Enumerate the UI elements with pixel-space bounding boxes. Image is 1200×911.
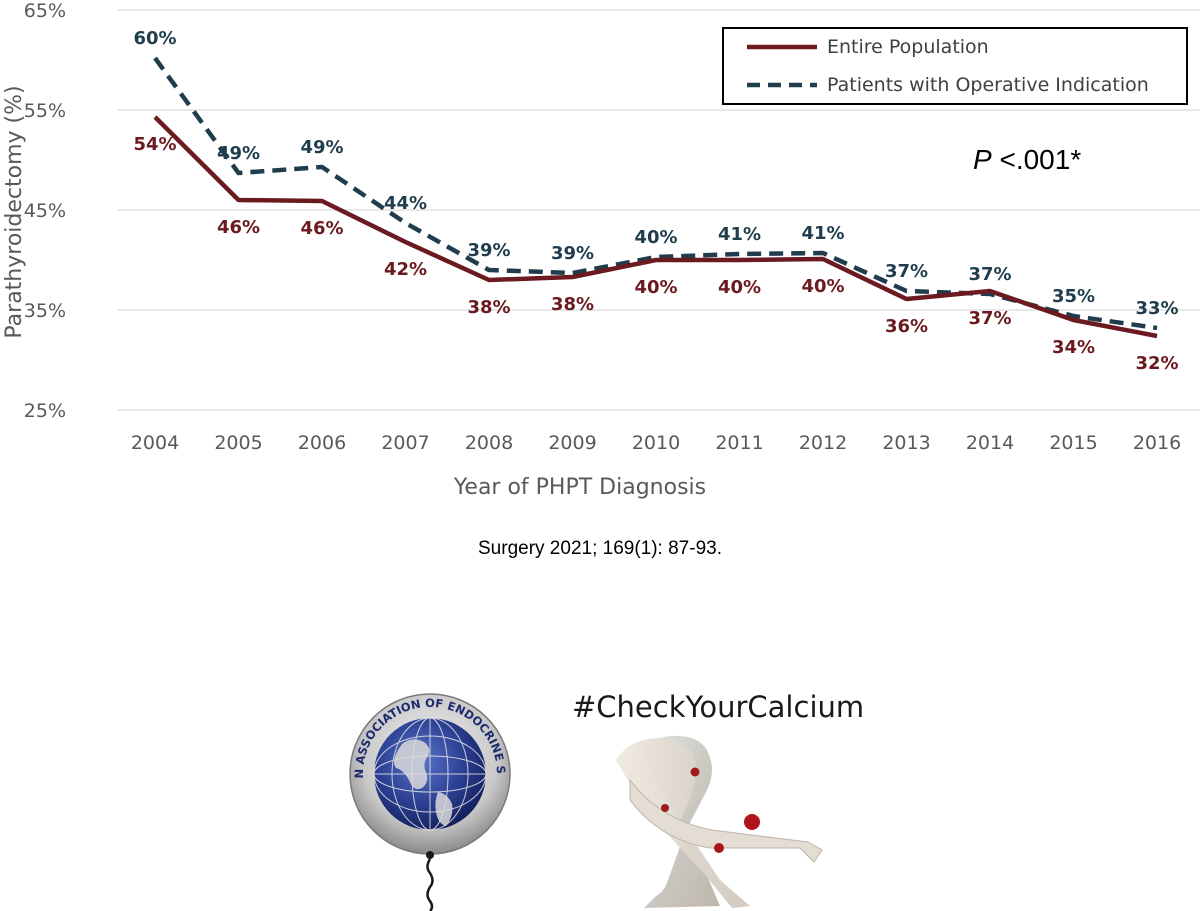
series-operative-indication-data-label: 35% (1052, 286, 1095, 307)
series-entire-population-data-label: 54% (133, 134, 176, 155)
series-entire-population-data-label: 38% (551, 294, 594, 315)
series-operative-indication-data-label: 39% (467, 240, 510, 261)
data-labels: 54% 46% 46% 42% 38% 38% 40% 40% 40% 36% 37% 34% 32% 6… (133, 28, 1178, 374)
series-operative-indication-data-label: 41% (718, 224, 761, 245)
y-tick-label: 45% (24, 200, 66, 222)
series-entire-population-data-label: 46% (300, 218, 343, 239)
series-entire-population-data-label: 40% (634, 277, 677, 298)
series-entire-population-data-label: 37% (968, 308, 1011, 329)
x-tick-label: 2009 (548, 432, 596, 454)
p-value-annotation: P <.001* (973, 144, 1081, 175)
series-operative-indication-data-label: 37% (968, 264, 1011, 285)
x-tick-label: 2008 (465, 432, 513, 454)
series-operative-indication-line (153, 56, 1158, 331)
x-tick-label: 2011 (715, 432, 763, 454)
series-operative-indication-data-label: 33% (1135, 298, 1178, 319)
p-value-text: <.001* (992, 144, 1082, 175)
legend-box (722, 27, 1188, 105)
awareness-ribbon (616, 735, 823, 908)
series-operative-indication-data-label: 49% (300, 137, 343, 158)
series-entire-population-line (153, 115, 1158, 339)
series-entire-population-data-label: 34% (1052, 337, 1095, 358)
x-axis-title: Year of PHPT Diagnosis (453, 475, 706, 500)
x-axis-ticks: 2004 2005 2006 2007 2008 2009 2010 2011 2012 2013… (131, 432, 1181, 454)
x-tick-label: 2005 (214, 432, 262, 454)
y-axis-title: Parathyroidectomy (%) (2, 85, 27, 338)
y-tick-label: 35% (24, 300, 66, 322)
x-tick-label: 2016 (1133, 432, 1181, 454)
legend-label-operative-indication: Patients with Operative Indication (827, 74, 1149, 96)
x-tick-label: 2015 (1049, 432, 1097, 454)
series-entire-population-data-label: 46% (217, 217, 260, 238)
series-operative-indication-data-label: 41% (801, 223, 844, 244)
series-operative-indication-data-label: 37% (885, 261, 928, 282)
x-tick-label: 2006 (298, 432, 346, 454)
x-tick-label: 2010 (632, 432, 680, 454)
series-entire-population-data-label: 42% (384, 259, 427, 280)
series-operative-indication-data-label: 49% (217, 143, 260, 164)
y-tick-label: 55% (24, 100, 66, 122)
series-lines (153, 56, 1158, 339)
series-entire-population-data-label: 38% (467, 297, 510, 318)
aaes-logo: AMERICAN ASSOCIATION OF ENDOCRINE SURGEO… (340, 692, 511, 911)
y-tick-label: 65% (24, 0, 66, 22)
x-tick-label: 2007 (381, 432, 429, 454)
series-operative-indication-data-label: 40% (634, 227, 677, 248)
line-chart: 25% 35% 45% 55% 65% 2004 2005 2006 2007 2008 2009… (2, 0, 1200, 500)
gridlines (118, 9, 1200, 411)
series-entire-population-data-label: 40% (801, 276, 844, 297)
x-tick-label: 2013 (882, 432, 930, 454)
legend-label-entire-population: Entire Population (827, 36, 989, 58)
series-entire-population-data-label: 36% (885, 316, 928, 337)
legend: Entire Population Patients with Operativ… (722, 27, 1188, 105)
y-axis-ticks: 25% 35% 45% 55% 65% (24, 0, 66, 422)
series-operative-indication-data-label: 39% (551, 243, 594, 264)
citation: Surgery 2021; 169(1): 87-93. (478, 538, 722, 559)
y-tick-label: 25% (24, 400, 66, 422)
x-tick-label: 2004 (131, 432, 179, 454)
series-entire-population-data-label: 40% (718, 277, 761, 298)
x-tick-label: 2012 (799, 432, 847, 454)
x-tick-label: 2014 (966, 432, 1014, 454)
series-operative-indication-data-label: 60% (133, 28, 176, 49)
series-entire-population-data-label: 32% (1135, 353, 1178, 374)
series-operative-indication-data-label: 44% (384, 193, 427, 214)
hashtag: #CheckYourCalcium (572, 690, 865, 724)
p-value-symbol: P (973, 144, 992, 175)
